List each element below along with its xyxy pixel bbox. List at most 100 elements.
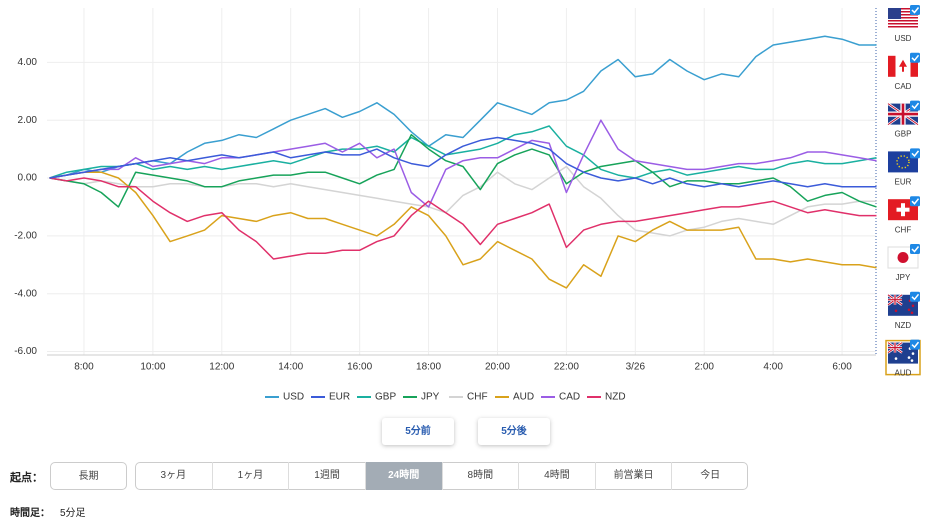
series-line xyxy=(49,125,877,179)
flag-part xyxy=(910,55,918,77)
checkbox xyxy=(910,5,920,15)
flag-part xyxy=(888,8,918,10)
range-button[interactable]: 3ヶ月 xyxy=(160,470,187,481)
series-line xyxy=(49,136,877,188)
currency-label: AUD xyxy=(895,369,912,378)
currency-label: GBP xyxy=(895,130,912,139)
y-tick-label: 2.00 xyxy=(18,115,38,126)
series-line xyxy=(49,171,877,289)
flag-part xyxy=(888,342,902,353)
currency-toggle[interactable]: NZD xyxy=(887,291,920,330)
currency-toggle[interactable]: USD xyxy=(888,5,920,43)
checkbox xyxy=(910,196,920,207)
prev-button[interactable]: 5分前 xyxy=(382,418,454,445)
flag-part xyxy=(888,17,918,19)
currency-toggle[interactable]: AUD xyxy=(885,339,921,378)
next-button[interactable]: 5分後 xyxy=(478,418,550,445)
checkmark xyxy=(911,246,920,253)
flag-part xyxy=(888,20,918,22)
legend-label: EUR xyxy=(329,392,350,403)
y-tick-label: 0.00 xyxy=(18,173,38,184)
flag-part xyxy=(907,308,911,312)
range-button[interactable]: 長期 xyxy=(50,462,127,490)
currency-label: JPY xyxy=(896,273,911,282)
range-button[interactable]: 今日 xyxy=(671,462,748,490)
flag-part xyxy=(888,26,918,28)
currency-toggle[interactable]: JPY xyxy=(887,244,920,282)
checkmark xyxy=(911,293,920,301)
x-tick-label: 16:00 xyxy=(347,362,372,373)
flag-part xyxy=(888,55,896,77)
legend-label: JPY xyxy=(421,392,440,403)
x-tick-label: 6:00 xyxy=(832,362,852,373)
timeframe-value: 5分足 xyxy=(60,508,86,519)
checkbox xyxy=(910,148,920,159)
x-tick-label: 14:00 xyxy=(278,362,303,373)
range-button[interactable]: 1ヶ月 xyxy=(211,462,289,490)
flag-part xyxy=(894,309,898,313)
x-tick-label: 12:00 xyxy=(209,362,234,373)
currency-toggle[interactable]: GBP xyxy=(887,100,920,139)
currency-label: NZD xyxy=(895,321,912,330)
range-button[interactable]: 24時間 xyxy=(364,462,442,490)
flag-part xyxy=(911,352,915,355)
range-button[interactable]: 8時間 xyxy=(441,462,519,490)
legend-label: USD xyxy=(283,392,304,403)
flag-part xyxy=(888,11,918,13)
range-button[interactable]: 1週間 xyxy=(288,462,365,490)
x-tick-label: 3/26 xyxy=(626,362,646,373)
y-tick-label: 4.00 xyxy=(18,57,38,68)
checkbox xyxy=(910,52,920,63)
currency-label: CAD xyxy=(895,82,912,91)
flag-part xyxy=(888,8,901,19)
flag-part xyxy=(899,59,907,72)
legend-label: CHF xyxy=(467,392,488,403)
flag-part xyxy=(888,14,918,16)
flag-part xyxy=(910,359,914,362)
chart: -6.00 -4.00 -2.00 0.00 2.00 4.00 8:00 10:00 12:0… xyxy=(14,5,921,403)
currency-toggle[interactable]: EUR xyxy=(888,148,920,187)
series-line xyxy=(49,35,877,179)
checkmark xyxy=(911,341,920,349)
checkbox xyxy=(910,100,920,111)
flag-part xyxy=(888,23,918,25)
y-tick-label: -2.00 xyxy=(14,231,37,242)
plot-area xyxy=(47,8,876,355)
checkmark xyxy=(911,198,920,205)
flag-part xyxy=(888,103,918,125)
x-tick-label: 2:00 xyxy=(695,362,715,373)
selected-frame xyxy=(885,339,921,376)
flag-part xyxy=(911,304,915,308)
series-line xyxy=(49,165,877,237)
checkmark xyxy=(911,54,920,62)
currency-label: USD xyxy=(895,34,912,43)
y-tick-label: -6.00 xyxy=(14,346,37,357)
range-label: 起点： xyxy=(10,472,43,484)
checkbox xyxy=(910,244,920,254)
currency-label: EUR xyxy=(895,178,912,187)
flag-part xyxy=(910,311,914,315)
range-button[interactable]: 前営業日 xyxy=(594,462,672,490)
flag-part xyxy=(907,356,911,359)
x-tick-label: 10:00 xyxy=(140,362,165,373)
x-tick-label: 22:00 xyxy=(554,362,579,373)
timeframe-label: 時間足： xyxy=(10,508,50,519)
currency-toggle[interactable]: CHF xyxy=(888,196,920,234)
checkbox xyxy=(910,339,920,350)
x-tick-label: 18:00 xyxy=(416,362,441,373)
series-line xyxy=(49,133,877,208)
legend-label: AUD xyxy=(513,392,534,403)
currency-toggle[interactable]: CAD xyxy=(888,52,920,91)
checkmark xyxy=(911,150,920,158)
flag-part xyxy=(897,252,909,263)
range-button[interactable]: 4時間 xyxy=(518,462,595,490)
flag-part xyxy=(896,207,910,212)
series-line xyxy=(49,177,877,260)
flag-part xyxy=(896,155,910,169)
x-tick-label: 20:00 xyxy=(485,362,510,373)
checkmark xyxy=(911,7,920,14)
flag-part xyxy=(894,357,898,360)
x-tick-label: 8:00 xyxy=(74,362,94,373)
checkmark xyxy=(911,102,920,110)
